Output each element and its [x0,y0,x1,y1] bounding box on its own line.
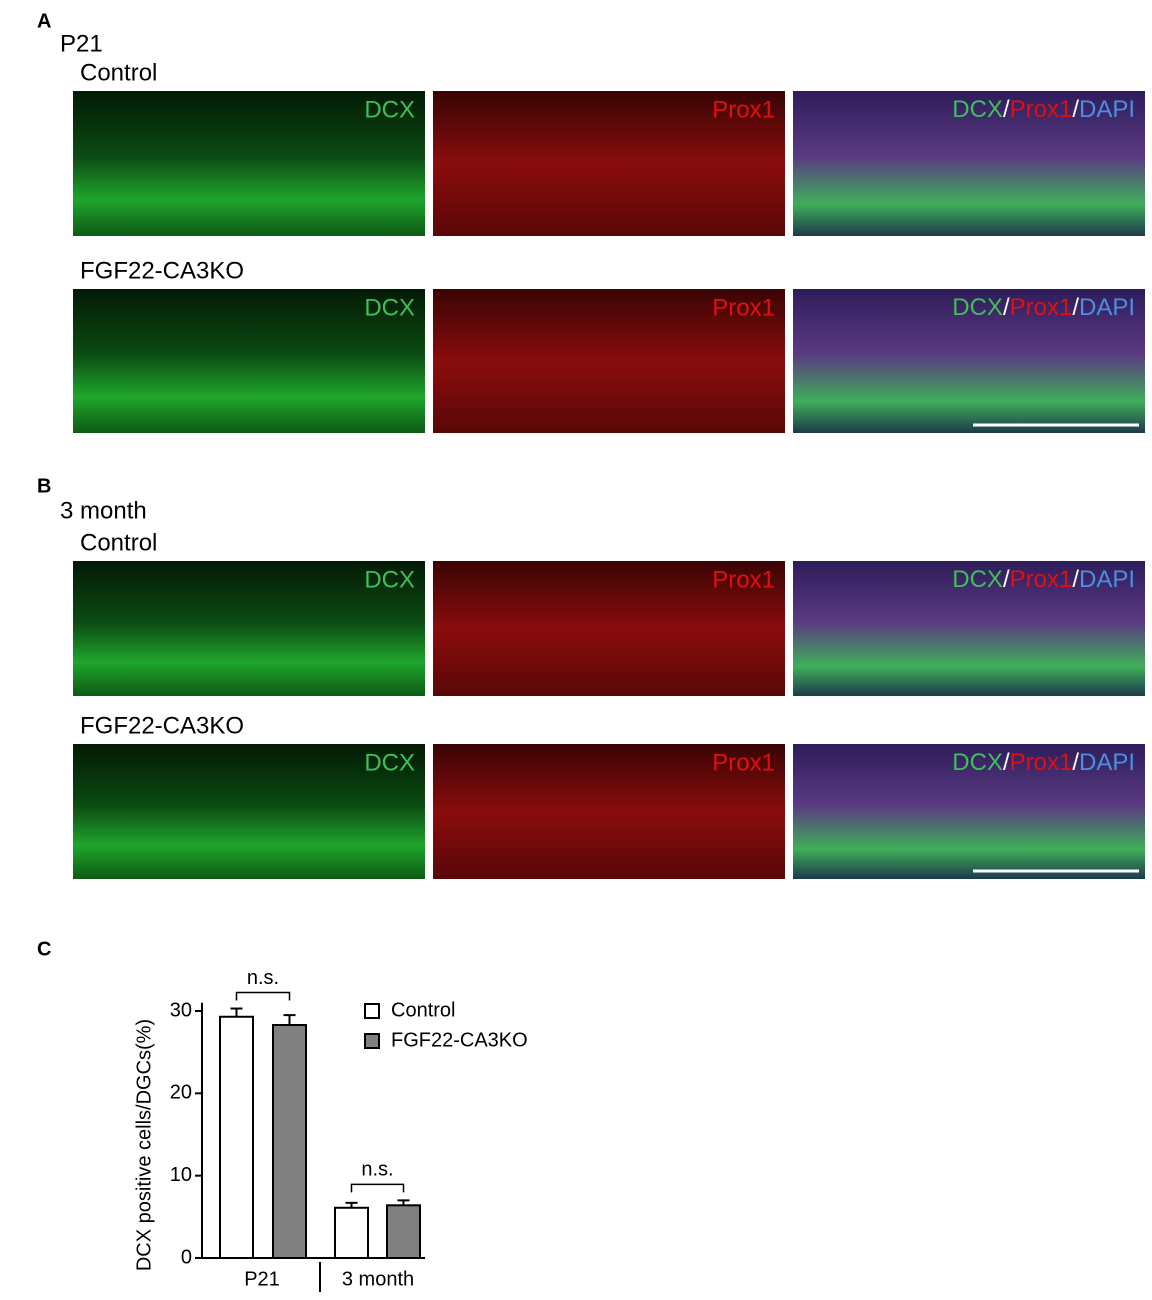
channel-label: Prox1 [712,566,775,593]
merge-part: / [1072,749,1079,776]
merge-part: DCX [952,566,1003,593]
micrograph [73,289,425,433]
x-tick-label: P21 [244,1268,280,1290]
merge-part: DCX [952,96,1003,123]
micrograph [433,91,785,236]
micrograph [73,561,425,696]
group-label: FGF22-CA3KO [80,712,244,739]
merge-part: DCX [952,749,1003,776]
merge-part: DCX [952,294,1003,321]
bracket [350,1183,405,1193]
micrograph [793,744,1145,879]
micrograph [73,744,425,879]
merge-part: Prox1 [1010,96,1073,123]
merge-part: DAPI [1079,294,1135,321]
legend-label: FGF22-CA3KO [391,1029,528,1051]
merge-label: DCX/Prox1/DAPI [952,566,1135,593]
micrograph [433,744,785,879]
micrograph [433,289,785,433]
merge-part: / [1072,566,1079,593]
y-tick-label: 0 [181,1246,192,1268]
annotation: n.s. [361,1159,393,1181]
micrograph [793,289,1145,433]
legend-swatch [364,1003,380,1019]
channel-label: DCX [364,566,415,593]
bracket [235,991,291,1001]
bar [334,1206,369,1259]
y-tick-label: 30 [170,999,192,1021]
x-tick-label: 3 month [342,1268,414,1290]
micrograph [793,91,1145,236]
channel-label: Prox1 [712,96,775,123]
bar [272,1023,307,1260]
merge-label: DCX/Prox1/DAPI [952,749,1135,776]
legend-swatch [364,1033,380,1049]
micrograph [793,561,1145,696]
merge-part: DAPI [1079,566,1135,593]
merge-part: / [1003,749,1010,776]
merge-part: Prox1 [1010,294,1073,321]
merge-part: / [1003,96,1010,123]
merge-label: DCX/Prox1/DAPI [952,294,1135,321]
group-label: Control [80,529,157,556]
y-tick-label: 10 [170,1164,192,1186]
y-tick-label: 20 [170,1082,192,1104]
age-label: 3 month [60,497,147,524]
merge-part: Prox1 [1010,749,1073,776]
age-label: P21 [60,30,103,57]
panel-letter: A [37,10,51,32]
panel-letter: B [37,475,51,497]
channel-label: DCX [364,294,415,321]
merge-part: DAPI [1079,749,1135,776]
group-label: Control [80,59,157,86]
legend-label: Control [391,999,455,1021]
merge-part: / [1072,294,1079,321]
channel-label: DCX [364,96,415,123]
group-label: FGF22-CA3KO [80,257,244,284]
merge-part: / [1072,96,1079,123]
micrograph [433,561,785,696]
panel-letter: C [37,938,51,960]
merge-label: DCX/Prox1/DAPI [952,96,1135,123]
bar [386,1204,421,1259]
annotation: n.s. [247,967,279,989]
channel-label: Prox1 [712,294,775,321]
micrograph [73,91,425,236]
y-axis-label: DCX positive cells/DGCs(%) [133,1019,155,1271]
channel-label: Prox1 [712,749,775,776]
merge-part: DAPI [1079,96,1135,123]
bar [219,1015,254,1259]
merge-part: Prox1 [1010,566,1073,593]
merge-part: / [1003,294,1010,321]
channel-label: DCX [364,749,415,776]
merge-part: / [1003,566,1010,593]
